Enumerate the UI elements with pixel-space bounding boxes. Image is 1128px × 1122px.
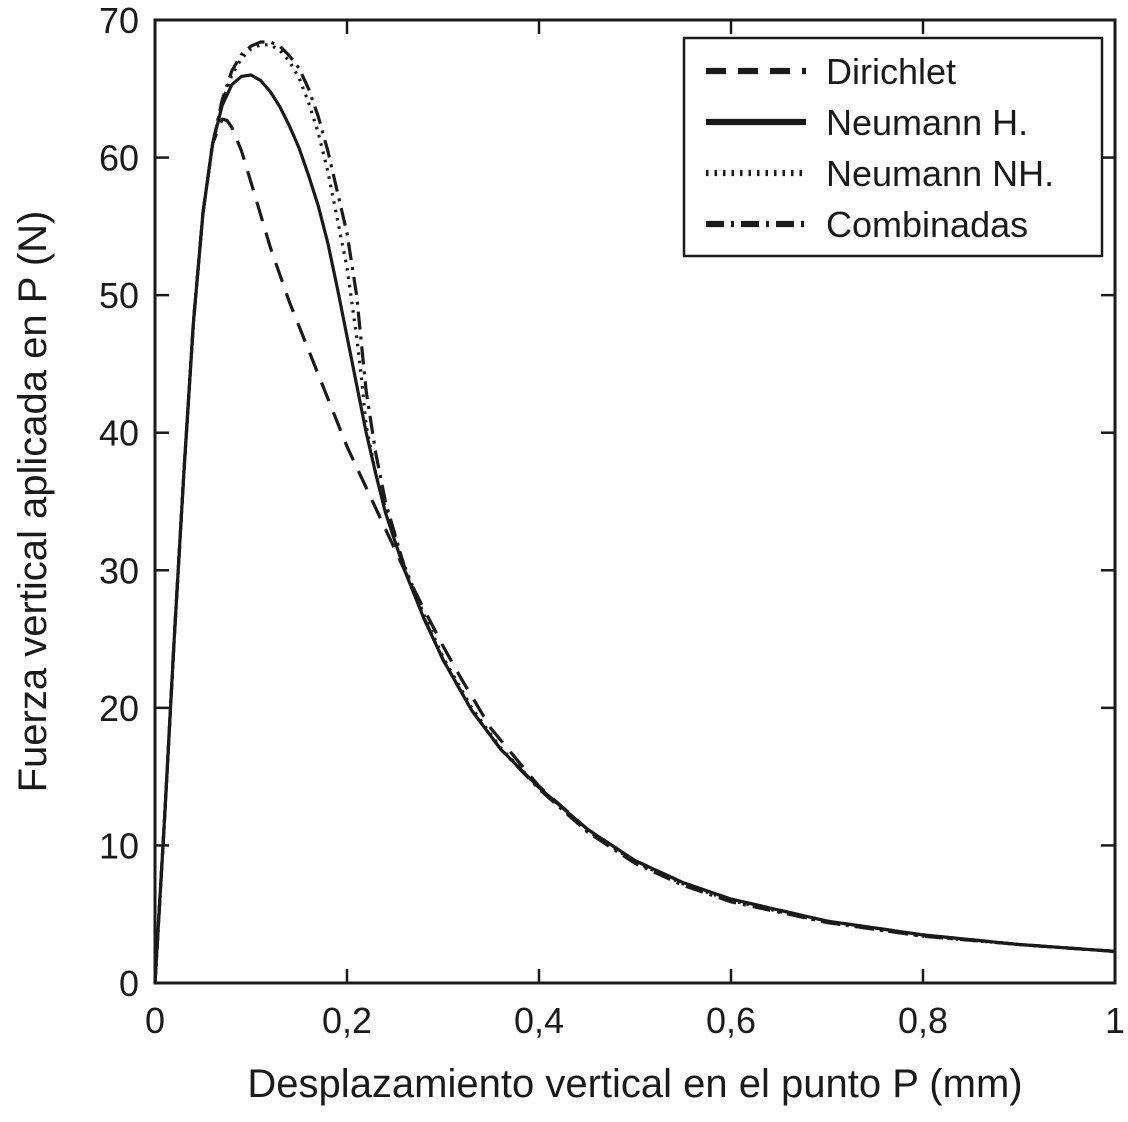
x-tick-label: 0,4 (514, 1000, 564, 1041)
plot-lines (153, 40, 1116, 984)
legend-items: Dirichlet Neumann H. Neumann NH. Combinadas (706, 51, 1054, 245)
y-tick-label: 70 (99, 0, 139, 41)
legend-label: Combinadas (826, 204, 1028, 245)
series-line-neumann-nh (153, 43, 1116, 984)
axis-ticks (153, 18, 1117, 985)
y-tick-label: 20 (99, 688, 139, 729)
x-axis-label: Desplazamiento vertical en el punto P (m… (247, 1062, 1022, 1106)
x-tick-label: 0,8 (898, 1000, 948, 1041)
plot-frame (153, 18, 1117, 985)
legend: Dirichlet Neumann H. Neumann NH. Combinadas (682, 36, 1104, 258)
x-tick-label: 0,6 (706, 1000, 756, 1041)
x-tick-label: 0,2 (322, 1000, 372, 1041)
y-tick-label: 40 (99, 413, 139, 454)
y-tick-label: 60 (99, 138, 139, 179)
x-tick-label: 0 (145, 1000, 165, 1041)
series-line-combinadas (153, 40, 1116, 984)
y-tick-label: 50 (99, 275, 139, 316)
legend-label: Neumann H. (826, 102, 1028, 143)
y-axis-label: Fuerza vertical aplicada en P (N) (11, 211, 55, 793)
y-tick-label: 10 (99, 825, 139, 866)
legend-box (682, 36, 1104, 258)
y-tick-label: 30 (99, 550, 139, 591)
x-tick-label: 1 (1105, 1000, 1125, 1041)
legend-label: Dirichlet (826, 51, 956, 92)
y-tick-label: 0 (119, 963, 139, 1004)
legend-label: Neumann NH. (826, 153, 1054, 194)
